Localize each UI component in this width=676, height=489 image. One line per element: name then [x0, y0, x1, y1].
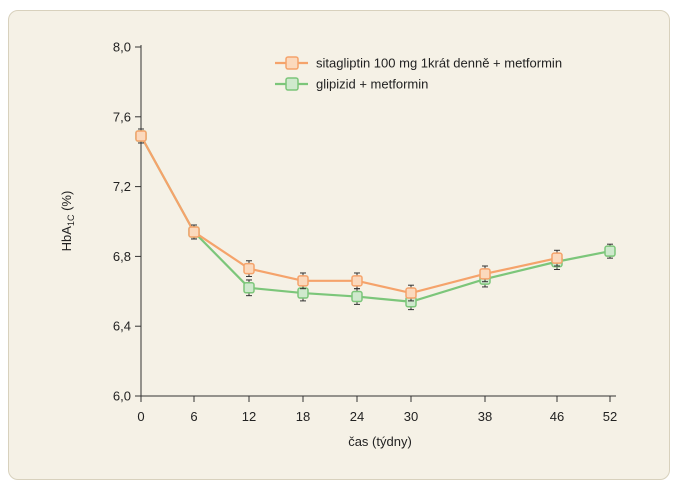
y-tick-label: 6,0 — [113, 389, 131, 404]
data-point-0 — [551, 252, 563, 264]
x-tick-label: 12 — [242, 409, 256, 424]
y-axis-title: HbA1C (%) — [59, 191, 76, 252]
legend-marker-1 — [285, 77, 299, 91]
series-line-0 — [140, 135, 558, 295]
y-tick-label: 7,2 — [113, 179, 131, 194]
legend-label-1: glipizid + metformin — [316, 77, 428, 92]
data-point-1 — [351, 290, 363, 303]
x-tick-label: 38 — [478, 409, 492, 424]
x-tick-label: 46 — [550, 409, 564, 424]
x-tick-label: 24 — [350, 409, 364, 424]
y-tick-label: 6,4 — [113, 319, 131, 334]
chart-panel — [8, 10, 670, 480]
y-tick-label: 6,8 — [113, 249, 131, 264]
legend-marker-0 — [285, 56, 299, 70]
y-tick-label: 7,6 — [113, 109, 131, 124]
x-tick-label: 0 — [137, 409, 144, 424]
data-point-0 — [243, 262, 255, 275]
x-tick-label: 6 — [190, 409, 197, 424]
data-point-0 — [479, 268, 491, 280]
data-point-0 — [297, 275, 309, 287]
x-tick-label: 18 — [296, 409, 310, 424]
data-point-0 — [188, 226, 200, 238]
data-point-0 — [351, 275, 363, 287]
x-tick-label: 30 — [404, 409, 418, 424]
y-tick-label: 8,0 — [113, 40, 131, 55]
data-point-1 — [604, 245, 616, 257]
data-point-1 — [243, 282, 255, 294]
series-line-1 — [140, 135, 611, 303]
data-point-0 — [405, 287, 417, 299]
x-axis-title: čas (týdny) — [348, 434, 412, 449]
x-tick-label: 52 — [603, 409, 617, 424]
data-point-1 — [297, 287, 309, 299]
legend-label-0: sitagliptin 100 mg 1krát denně + metform… — [316, 56, 562, 71]
data-point-0 — [135, 130, 147, 142]
